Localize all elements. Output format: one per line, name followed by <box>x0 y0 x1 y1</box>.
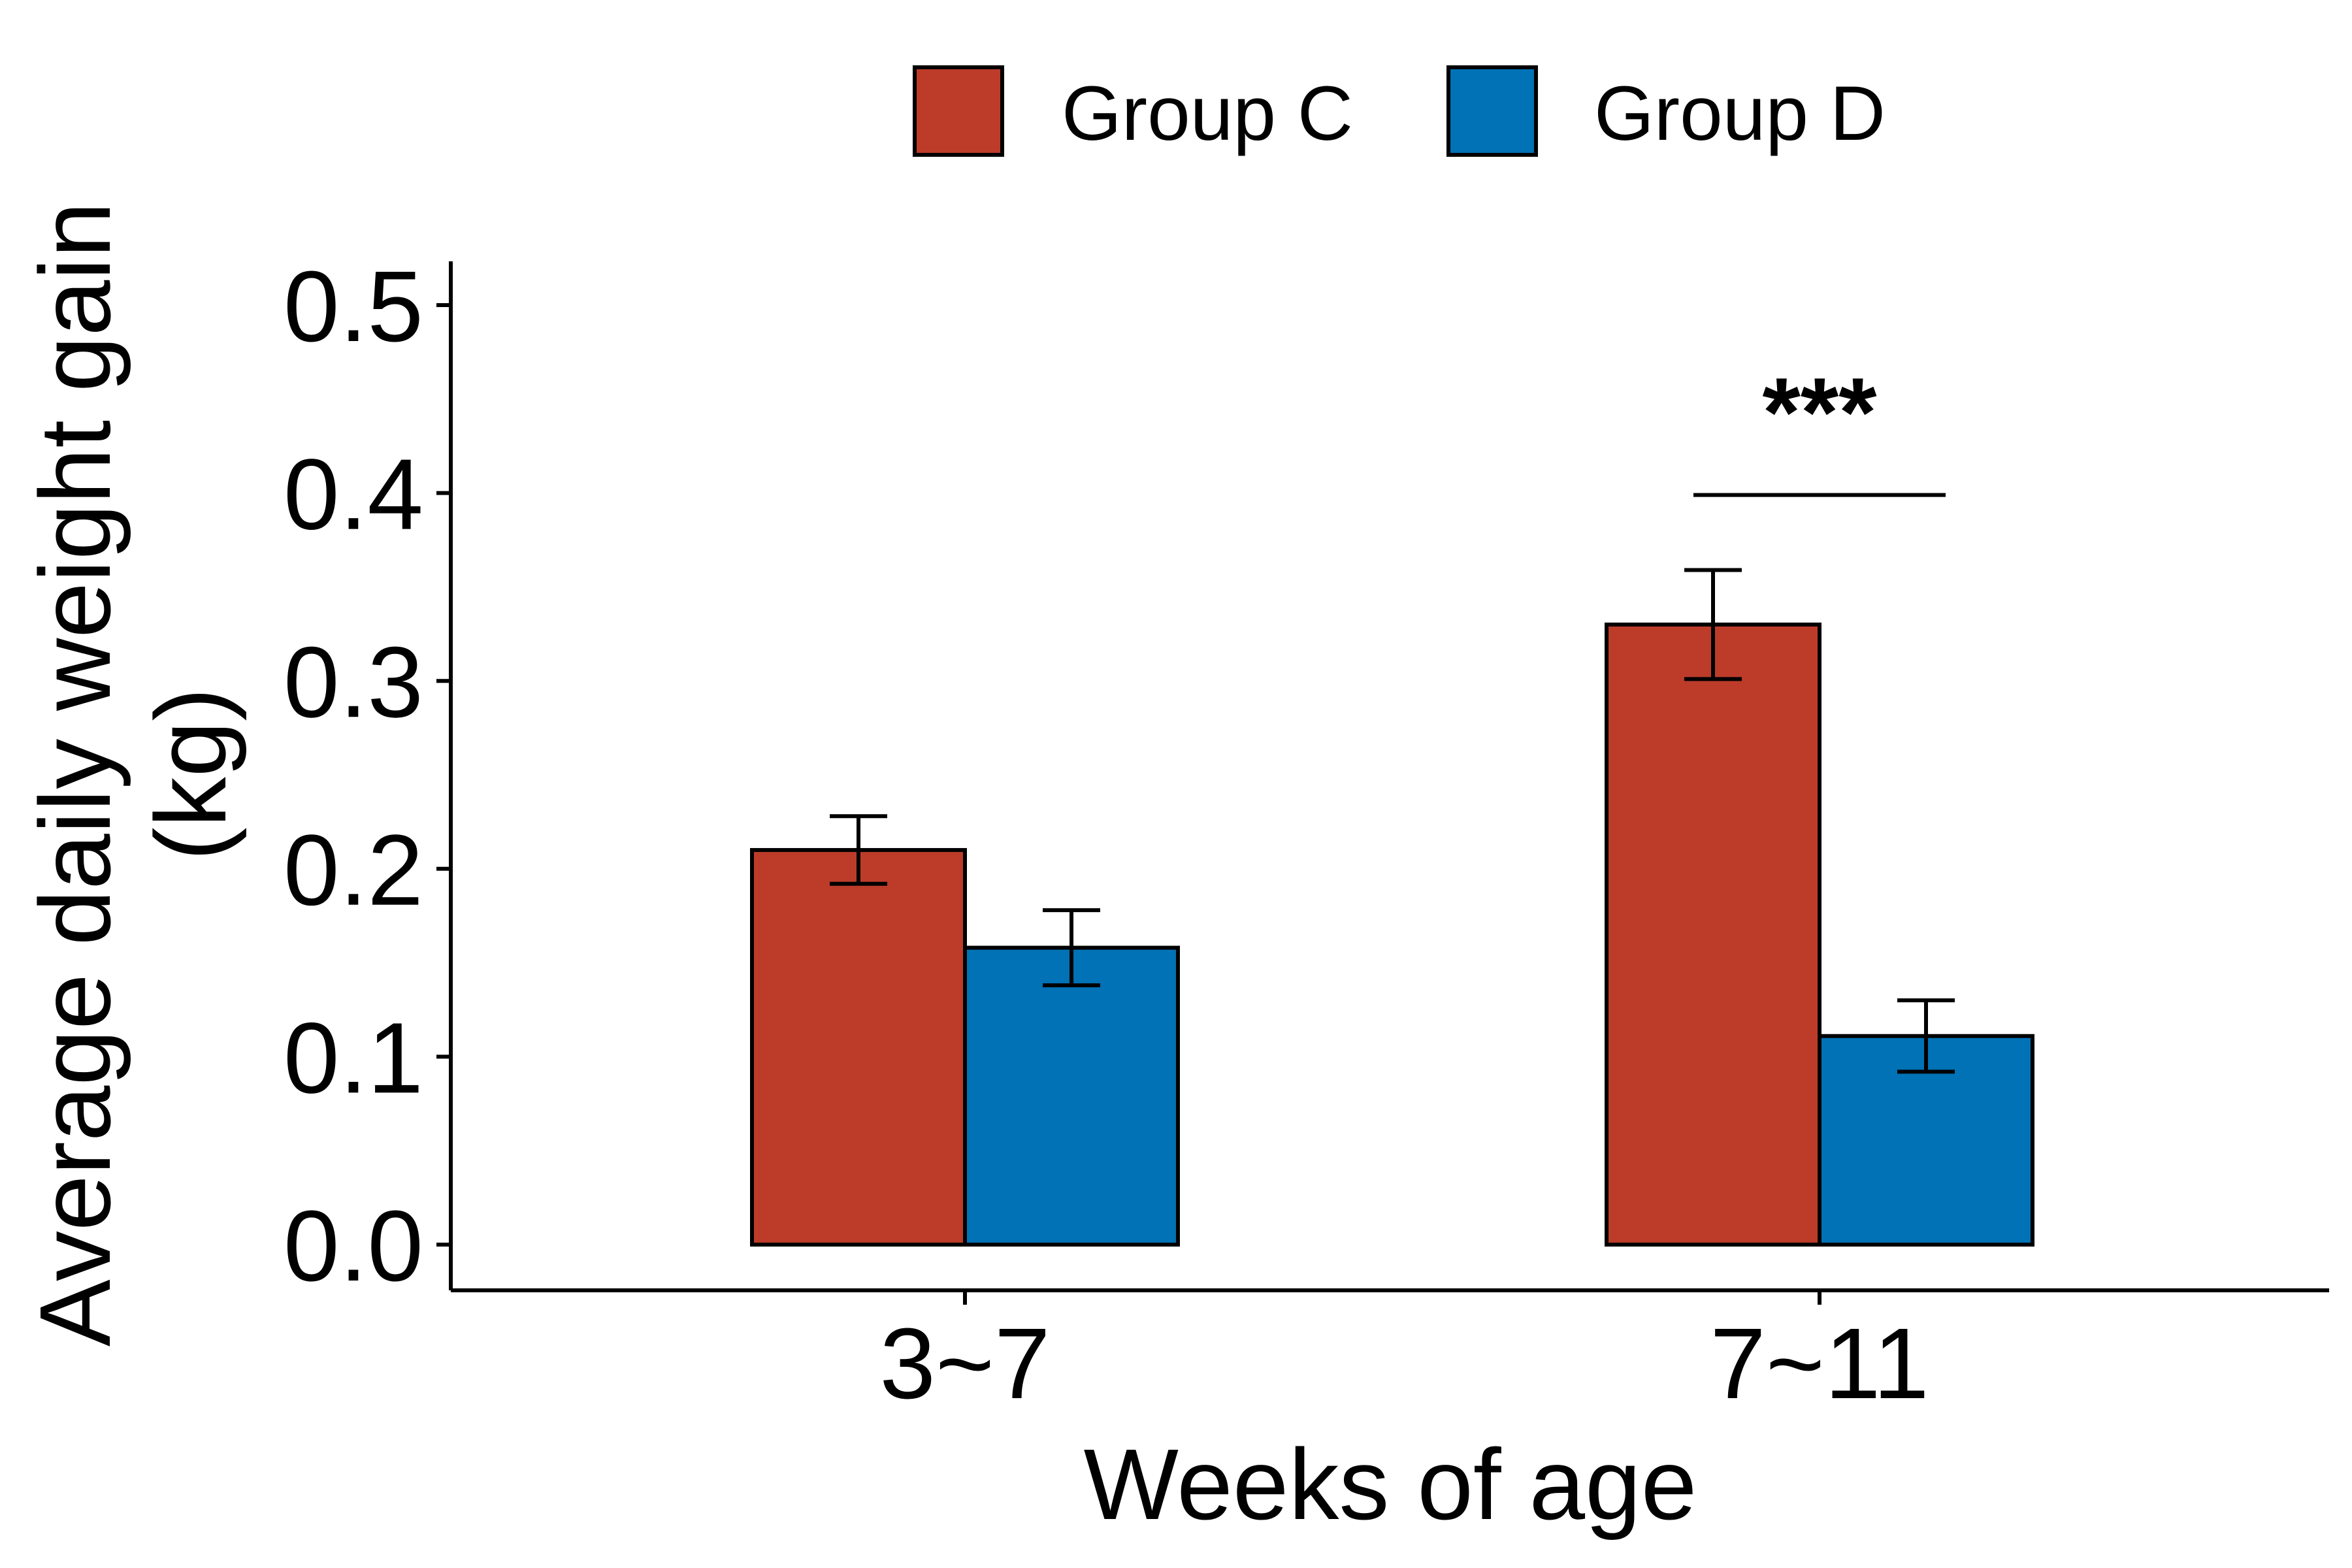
y-tick-label: 0.5 <box>284 250 423 363</box>
y-tick-label: 0.1 <box>284 1002 423 1114</box>
legend-label-group-c: Group C <box>1062 71 1353 157</box>
significance-annotation: *** <box>1693 357 1946 497</box>
x-axis-title: Weeks of age <box>1084 1428 1697 1541</box>
bar-group-d-3~7 <box>963 945 1180 1247</box>
legend-swatch-group-c <box>913 65 1004 157</box>
y-axis-ticks: 0.0 0.1 0.2 0.3 0.4 0.5 <box>284 250 451 1302</box>
x-tick-label: 3~7 <box>879 1307 1050 1420</box>
y-tick-label: 0.4 <box>284 438 423 551</box>
y-tick-label: 0.0 <box>284 1190 423 1302</box>
y-axis-title-line-2: (kg) <box>135 687 247 860</box>
y-tick-label: 0.2 <box>284 814 423 926</box>
x-axis-ticks: 3~7 7~11 <box>879 1290 1929 1420</box>
y-tick-label: 0.3 <box>284 626 423 738</box>
legend-swatch-group-d <box>1446 65 1538 157</box>
x-tick-label: 7~11 <box>1710 1307 1929 1420</box>
y-axis-title: Average daily weight gain (kg) <box>19 202 247 1347</box>
legend-label-group-d: Group D <box>1594 71 1886 157</box>
bar-group-c-7~11 <box>1605 622 1821 1247</box>
legend: Group C Group D <box>913 65 1886 157</box>
bar-group-c-3~7 <box>750 848 967 1247</box>
y-axis-title-line-1: Average daily weight gain <box>19 202 131 1347</box>
significance-label: *** <box>1762 357 1877 467</box>
bars <box>750 622 2034 1247</box>
error-bars <box>830 568 1955 1074</box>
